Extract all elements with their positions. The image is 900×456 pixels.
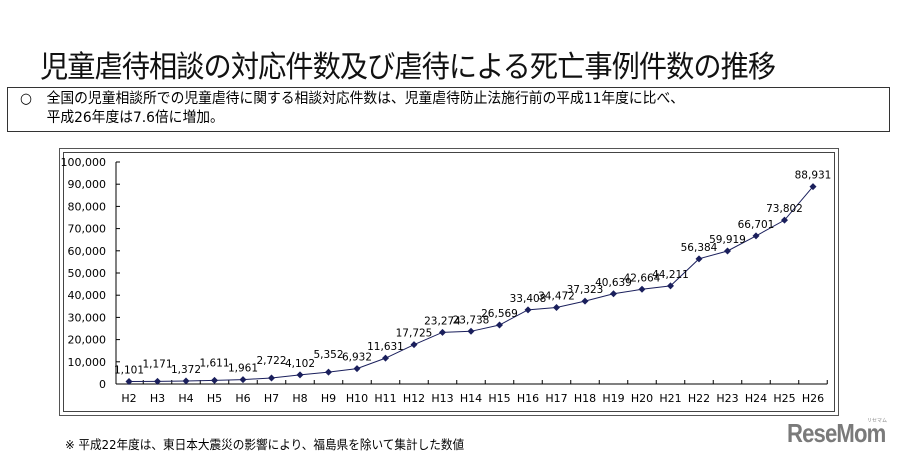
data-point-diamond-icon (667, 282, 674, 290)
x-tick-label: H7 (264, 392, 279, 405)
y-tick-label: 50,000 (68, 267, 107, 280)
y-tick-label: 80,000 (68, 200, 107, 213)
data-point-diamond-icon (439, 328, 446, 336)
data-label: 73,802 (766, 203, 803, 215)
summary-line-2: 平成26年度は7.6倍に増加。 (46, 110, 224, 126)
data-label: 6,932 (342, 352, 372, 364)
y-tick-label: 100,000 (61, 156, 107, 169)
x-tick-label: H22 (688, 392, 710, 405)
y-tick-label: 70,000 (68, 223, 107, 236)
data-point-diamond-icon (695, 255, 703, 263)
bullet-circle-icon: ○ (20, 91, 33, 107)
data-point-diamond-icon (524, 306, 532, 314)
data-label: 88,931 (795, 170, 832, 182)
x-tick-label: H19 (602, 392, 624, 405)
data-label: 1,101 (114, 365, 144, 377)
data-label: 11,631 (367, 341, 404, 353)
data-label: 66,701 (738, 219, 775, 231)
summary-text-1: 全国の児童相談所での児童虐待に関する相談対応件数は、児童虐待防止法施行前の平成1… (46, 91, 685, 107)
x-tick-label: H2 (121, 392, 136, 405)
data-point-diamond-icon (182, 377, 190, 385)
y-tick-label: 30,000 (68, 311, 107, 324)
data-label: 1,372 (171, 364, 201, 376)
series-line (128, 186, 814, 383)
data-point-diamond-icon (581, 297, 589, 305)
data-point-diamond-icon (382, 354, 389, 362)
y-tick-label: 60,000 (68, 245, 107, 258)
data-label: 1,961 (228, 363, 258, 375)
data-point-diamond-icon (239, 376, 247, 384)
data-point-diamond-icon (553, 303, 560, 311)
data-label: 23,274 (424, 315, 461, 327)
x-tick-label: H3 (150, 392, 165, 405)
resemom-logo: ReseMom (787, 418, 886, 448)
data-point-diamond-icon (496, 321, 503, 329)
chart-frame (59, 148, 839, 416)
y-tick-label: 0 (99, 378, 106, 391)
data-label: 37,323 (567, 284, 604, 296)
data-point-diamond-icon (353, 365, 361, 373)
page-title: 児童虐待相談の対応件数及び虐待による死亡事例件数の推移 (40, 50, 776, 85)
data-point-diamond-icon (154, 377, 161, 385)
data-point-diamond-icon (610, 290, 617, 298)
y-tick-label: 40,000 (68, 289, 107, 302)
data-point-diamond-icon (410, 341, 418, 349)
x-tick-label: H25 (773, 392, 795, 405)
chart-frame-inner (63, 152, 835, 412)
data-label: 59,919 (709, 234, 746, 246)
x-tick-label: H15 (488, 392, 510, 405)
y-tick-label: 10,000 (68, 356, 107, 369)
x-tick-label: H11 (374, 392, 396, 405)
x-tick-label: H8 (292, 392, 307, 405)
data-point-diamond-icon (724, 247, 731, 255)
x-tick-label: H12 (403, 392, 425, 405)
y-tick-label: 20,000 (68, 334, 107, 347)
data-point-diamond-icon (268, 374, 275, 382)
data-point-diamond-icon (467, 327, 475, 335)
x-tick-label: H9 (321, 392, 336, 405)
x-tick-label: H26 (802, 392, 824, 405)
resemom-logo-kana: リセマム (867, 418, 888, 424)
y-tick-label: 90,000 (68, 178, 107, 191)
data-point-diamond-icon (296, 371, 304, 379)
data-label: 44,211 (652, 269, 689, 281)
data-label: 42,664 (624, 272, 661, 284)
data-label: 33,408 (510, 293, 547, 305)
x-tick-label: H16 (517, 392, 539, 405)
data-point-diamond-icon (125, 378, 133, 386)
data-point-diamond-icon (211, 376, 218, 384)
x-tick-label: H13 (431, 392, 453, 405)
x-tick-label: H17 (545, 392, 567, 405)
data-point-diamond-icon (325, 368, 332, 376)
data-label: 1,611 (199, 357, 229, 369)
data-label: 5,352 (313, 349, 343, 361)
data-label: 23,738 (453, 314, 490, 326)
x-tick-label: H18 (574, 392, 596, 405)
data-point-diamond-icon (638, 285, 646, 293)
x-tick-label: H4 (178, 392, 193, 405)
data-point-diamond-icon (809, 183, 817, 191)
x-tick-label: H24 (745, 392, 767, 405)
data-label: 1,171 (142, 358, 172, 370)
x-tick-label: H14 (460, 392, 482, 405)
data-label: 40,639 (595, 277, 632, 289)
data-label: 2,722 (256, 355, 286, 367)
summary-box: ○ 全国の児童相談所での児童虐待に関する相談対応件数は、児童虐待防止法施行前の平成… (7, 87, 890, 132)
data-point-diamond-icon (781, 216, 788, 224)
data-label: 26,569 (481, 308, 518, 320)
footnote: ※ 平成22年度は、東日本大震災の影響により、福島県を除いて集計した数値 (65, 437, 465, 452)
data-point-diamond-icon (752, 232, 760, 240)
x-tick-label: H21 (659, 392, 681, 405)
x-tick-label: H23 (716, 392, 738, 405)
data-label: 56,384 (681, 242, 718, 254)
summary-line-1: ○ 全国の児童相談所での児童虐待に関する相談対応件数は、児童虐待防止法施行前の平成… (20, 90, 846, 109)
data-label: 17,725 (396, 328, 433, 340)
x-tick-label: H20 (631, 392, 653, 405)
data-label: 4,102 (285, 358, 315, 370)
x-tick-label: H5 (207, 392, 222, 405)
x-tick-label: H10 (346, 392, 368, 405)
x-tick-label: H6 (235, 392, 250, 405)
data-label: 34,472 (538, 290, 575, 302)
